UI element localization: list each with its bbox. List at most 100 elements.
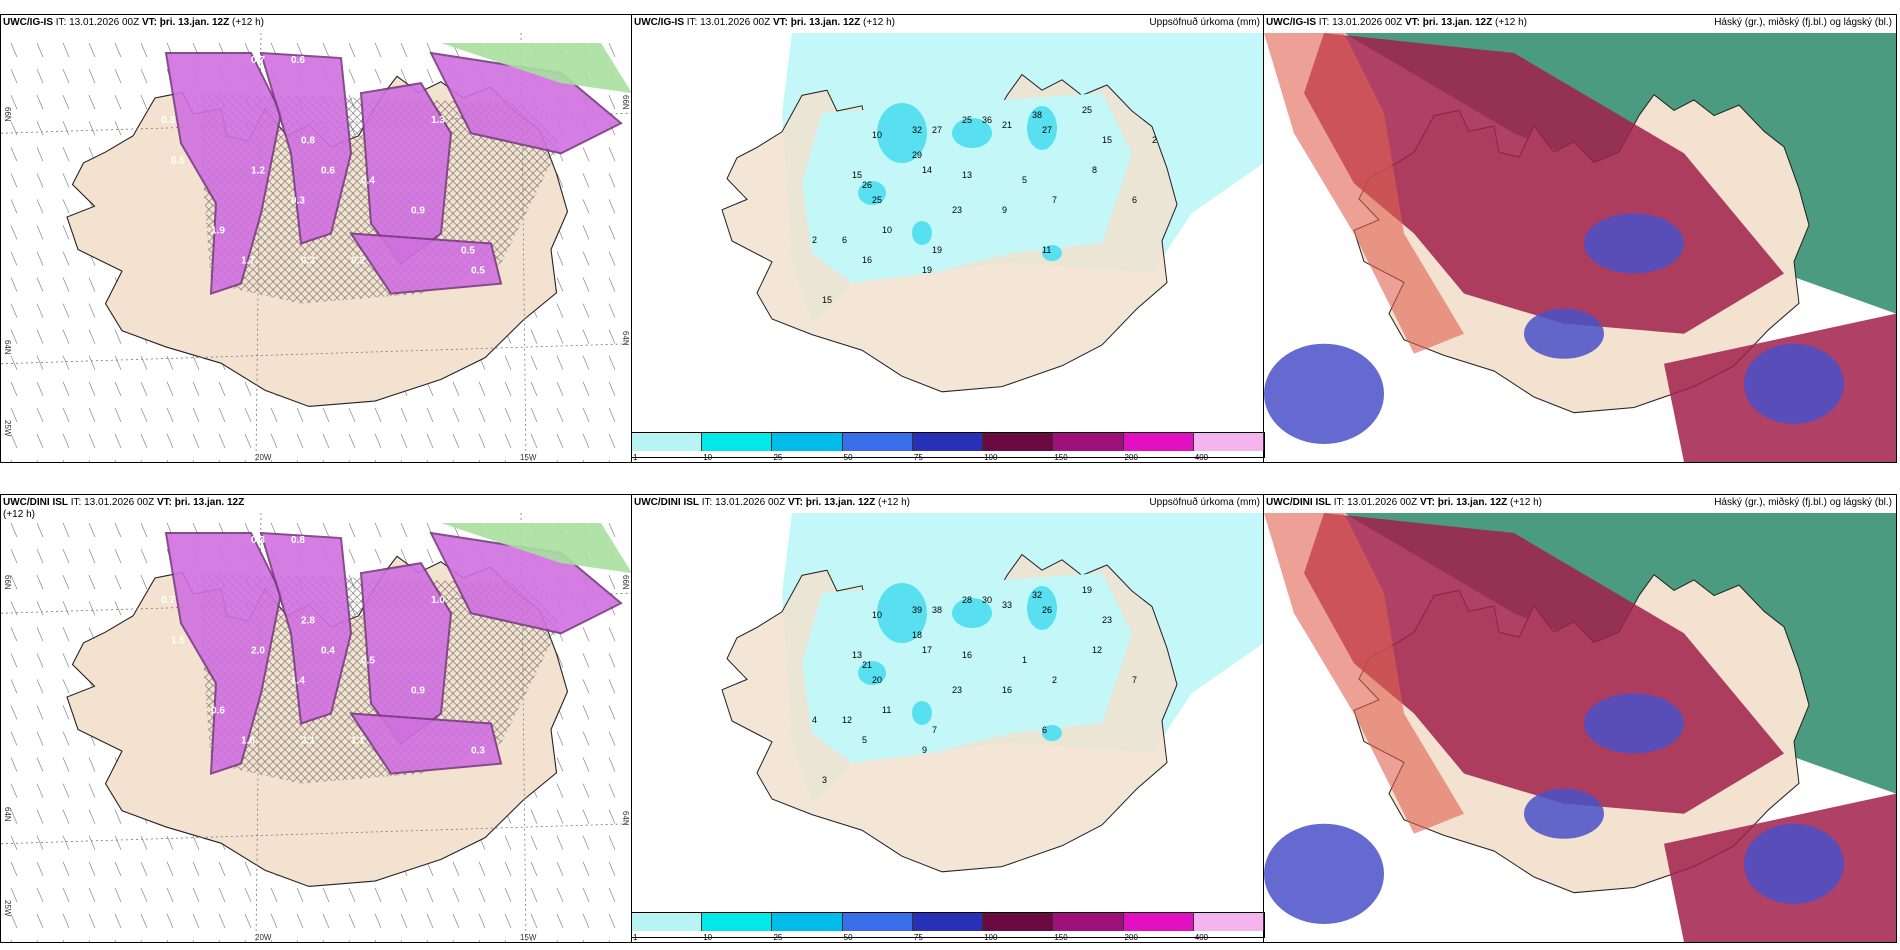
precip-value-label: 7 [932, 725, 937, 735]
wind-barb [62, 835, 70, 850]
panel-title: UWC/IG-IS IT: 13.01.2026 00Z VT: þri. 13… [1266, 17, 1527, 28]
wind-barb [36, 225, 44, 240]
colorbar-segment [772, 433, 843, 451]
wind-barb [36, 601, 44, 616]
wind-barb [10, 887, 18, 903]
wind-barb [348, 407, 356, 423]
colorbar-label: 100 [984, 933, 998, 942]
wind-barb [504, 835, 512, 850]
wind-barb [608, 522, 616, 538]
wind-barb [10, 939, 13, 942]
wind-barb [582, 225, 590, 240]
precip-area-medium [1042, 725, 1062, 741]
wind-barb [36, 355, 44, 370]
wind-barb [88, 861, 96, 876]
wind-barb [36, 199, 44, 214]
precip-area-medium [912, 701, 932, 725]
cloud-low-area [1584, 693, 1684, 754]
wind-barb [140, 575, 148, 590]
precip-value-label: 10 [872, 130, 882, 140]
panel-precip-dini: UWC/DINI ISL IT: 13.01.2026 00Z VT: þri.… [631, 494, 1265, 943]
wind-barb [608, 459, 611, 462]
snow-depth-label: 2.8 [301, 615, 315, 626]
wind-barb [582, 705, 590, 720]
panel-title: UWC/IG-IS IT: 13.01.2026 00Z VT: þri. 13… [634, 17, 895, 28]
precip-value-label: 39 [912, 605, 922, 615]
precip-value-label: 25 [1082, 105, 1092, 115]
wind-barb [452, 913, 460, 929]
wind-barb [166, 355, 174, 370]
wind-barb [582, 731, 590, 746]
colorbar-segment [772, 913, 843, 931]
wind-barb [88, 381, 96, 396]
wind-barb [244, 861, 252, 876]
precip-value-label: 27 [1042, 125, 1052, 135]
precip-area-medium [1027, 106, 1057, 150]
wind-barb [140, 42, 148, 58]
wind-barb [504, 887, 512, 903]
colorbar-segment [842, 913, 913, 931]
wind-barb [530, 887, 538, 903]
wind-barb [556, 757, 564, 772]
wind-barb [62, 731, 70, 746]
wind-barb [114, 381, 122, 396]
wind-barb [556, 407, 564, 423]
precip-value-label: 38 [932, 605, 942, 615]
lat-label: 66N [3, 107, 12, 122]
precip-value-label: 12 [842, 715, 852, 725]
wind-barb [608, 95, 616, 110]
precip-value-label: 16 [862, 255, 872, 265]
wind-barb [62, 705, 70, 720]
wind-barb [62, 809, 70, 824]
wind-barb [270, 939, 273, 942]
precip-value-label: 25 [872, 195, 882, 205]
wind-barb [374, 939, 377, 942]
colorbar-label: 75 [913, 453, 923, 462]
wind-barb [140, 355, 148, 370]
wind-barb [556, 251, 564, 266]
wind-barb [608, 251, 616, 266]
wind-barb [582, 407, 590, 423]
precip-area-medium [952, 598, 992, 628]
wind-barb [166, 887, 174, 903]
wind-barb [582, 757, 590, 772]
snow-depth-label: 0.3 [471, 746, 485, 757]
wind-barb [36, 147, 44, 162]
wind-barb [582, 329, 590, 344]
wind-barb [114, 887, 122, 903]
wind-barb [556, 835, 564, 850]
wind-barb [36, 809, 44, 824]
colorbar-segment [912, 913, 984, 931]
wind-barb [10, 147, 18, 162]
colorbar-segment [1193, 433, 1264, 451]
wind-barb [504, 913, 512, 929]
colorbar-label: 25 [773, 933, 783, 942]
wind-barb [218, 913, 226, 929]
wind-barb [556, 355, 564, 370]
wind-barb [348, 913, 356, 929]
panel-precip-igis: UWC/IG-IS IT: 13.01.2026 00Z VT: þri. 13… [631, 14, 1265, 463]
colorbar-segment [632, 433, 703, 451]
snow-depth-label: 0.6 [211, 705, 225, 716]
precip-value-label: 7 [1132, 675, 1137, 685]
wind-barb [608, 757, 616, 772]
wind-barb [10, 459, 13, 462]
wind-barb [348, 522, 356, 538]
precip-value-label: 13 [852, 650, 862, 660]
wind-barb [400, 433, 408, 449]
snow-depth-label: 0.9 [411, 685, 425, 696]
snow-depth-label: 1.7 [241, 256, 255, 267]
wind-barb [62, 225, 70, 240]
wind-barb [36, 407, 44, 423]
wind-barb [530, 835, 538, 850]
panel-title: UWC/DINI ISL IT: 13.01.2026 00Z VT: þri.… [634, 497, 910, 508]
wind-barb [166, 939, 169, 942]
precip-value-label: 21 [1002, 120, 1012, 130]
wind-barb [400, 913, 408, 929]
wind-barb [10, 731, 18, 746]
precip-value-label: 15 [852, 170, 862, 180]
lon-label: 25W [3, 420, 12, 437]
wind-barb [10, 653, 18, 668]
precip-value-label: 36 [982, 115, 992, 125]
lat-label: 66N [621, 575, 630, 590]
